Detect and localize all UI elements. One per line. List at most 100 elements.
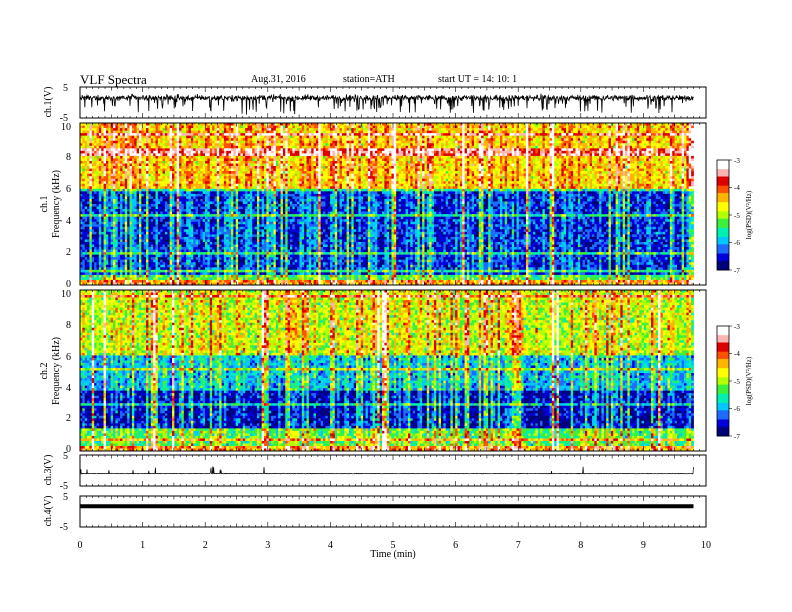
spectrogram-cell [131, 272, 135, 276]
spectrogram-cell [223, 193, 227, 197]
spectrogram-cell [235, 282, 239, 286]
spectrogram-cell [110, 191, 114, 195]
spectrogram-cell [183, 196, 187, 200]
spectrogram-cell [174, 166, 178, 169]
spectrogram-cell [138, 269, 142, 273]
spectrogram-cell [202, 231, 206, 235]
spectrogram-cell [252, 135, 256, 139]
spectrogram-cell [115, 153, 119, 157]
spectrogram-cell [193, 226, 197, 230]
spectrogram-cell [141, 234, 145, 238]
spectrogram-cell [233, 259, 237, 263]
spectrogram-cell [214, 178, 218, 182]
spectrogram-cell [162, 231, 166, 235]
spectrogram-cell [143, 140, 147, 144]
spectrogram-cell [202, 274, 206, 278]
spectrogram-cell [101, 148, 104, 152]
spectrogram-cell [169, 176, 173, 180]
spectrogram-cell [214, 209, 218, 212]
spectrogram-cell [245, 224, 248, 228]
spectrogram-cell [235, 259, 239, 263]
spectrogram-cell [167, 211, 171, 215]
spectrogram-cell [113, 166, 116, 169]
spectrogram-cell [91, 229, 95, 233]
spectrogram-cell [247, 267, 251, 271]
spectrogram-cell [249, 224, 253, 228]
spectrogram-cell [162, 267, 166, 271]
spectrogram-cell [167, 186, 171, 190]
ch1-spec-panel: 10 8 6 4 2 0 ch.1 Frequency (kHz) -3 -4 … [39, 122, 753, 290]
spectrogram-cell [91, 173, 95, 177]
spectrogram-cell [174, 221, 178, 225]
spectrogram-cell [91, 150, 95, 154]
spectrogram-cell [242, 274, 246, 278]
spectrogram-cell [214, 274, 218, 278]
spectrogram-cell [113, 130, 116, 134]
spectrogram-cell [96, 269, 100, 273]
spectrogram-cell [87, 191, 90, 195]
spectrogram-cell [115, 123, 119, 126]
spectrogram-cell [216, 178, 220, 182]
spectrogram-cell [157, 160, 161, 164]
spectrogram-cell [82, 204, 86, 207]
spectrogram-cell [127, 191, 130, 195]
spectrogram-cell [101, 183, 104, 187]
spectrogram-cell [146, 173, 149, 177]
spectrogram-cell [226, 226, 230, 230]
spectrogram-cell [127, 143, 130, 147]
spectrogram-cell [183, 214, 187, 218]
spectrogram-cell [254, 204, 258, 207]
spectrogram-cell [113, 209, 116, 212]
spectrogram-cell [157, 183, 161, 187]
spectrogram-cell [183, 262, 187, 266]
spectrogram-cell [174, 244, 178, 248]
spectrogram-cell [164, 186, 168, 190]
spectrogram-cell [117, 216, 121, 220]
spectrogram-cell [91, 209, 95, 212]
spectrogram-cell [174, 277, 178, 281]
spectrogram-cell [148, 236, 152, 240]
spectrogram-cell [197, 178, 201, 182]
spectrogram-cell [238, 160, 241, 164]
spectrogram-cell [219, 171, 222, 175]
spectrogram-cell [190, 128, 194, 131]
spectrogram-cell [216, 264, 220, 268]
spectrogram-cell [172, 138, 175, 142]
spectrogram-cell [122, 211, 126, 215]
spectrogram-cell [124, 201, 128, 205]
spectrogram-cell [174, 158, 178, 162]
spectrogram-cell [174, 264, 178, 268]
spectrogram-cell [80, 234, 83, 238]
spectrogram-cell [160, 173, 163, 177]
spectrogram-cell [209, 269, 213, 273]
spectrogram-cell [138, 183, 142, 187]
spectrogram-cell [134, 186, 138, 190]
spectrogram-cell [131, 249, 135, 253]
spectrogram-cell [96, 188, 100, 192]
spectrogram-cell [183, 198, 187, 202]
spectrogram-cell [124, 231, 128, 235]
spectrogram-cell [160, 236, 163, 240]
spectrogram-cell [87, 249, 90, 253]
spectrogram-cell [240, 188, 244, 192]
spectrogram-cell [115, 249, 119, 253]
spectrogram-cell [94, 196, 97, 200]
spectrogram-cell [240, 138, 244, 142]
spectrogram-cell [89, 216, 93, 220]
spectrogram-cell [245, 219, 248, 223]
spectrogram-cell [150, 198, 154, 202]
spectrogram-cell [200, 211, 204, 215]
spectrogram-cell [202, 178, 206, 182]
spectrogram-cell [247, 130, 251, 134]
spectrogram-cell [179, 128, 182, 131]
spectrogram-cell [183, 135, 187, 139]
spectrogram-cell [228, 206, 232, 210]
spectrogram-cell [124, 221, 128, 225]
spectrogram-cell [214, 171, 218, 175]
spectrogram-cell [197, 130, 201, 134]
spectrogram-cell [127, 153, 130, 157]
spectrogram-cell [197, 234, 201, 238]
spectrogram-cell [150, 171, 154, 175]
spectrogram-cell [223, 209, 227, 212]
spectrogram-cell [113, 262, 116, 266]
